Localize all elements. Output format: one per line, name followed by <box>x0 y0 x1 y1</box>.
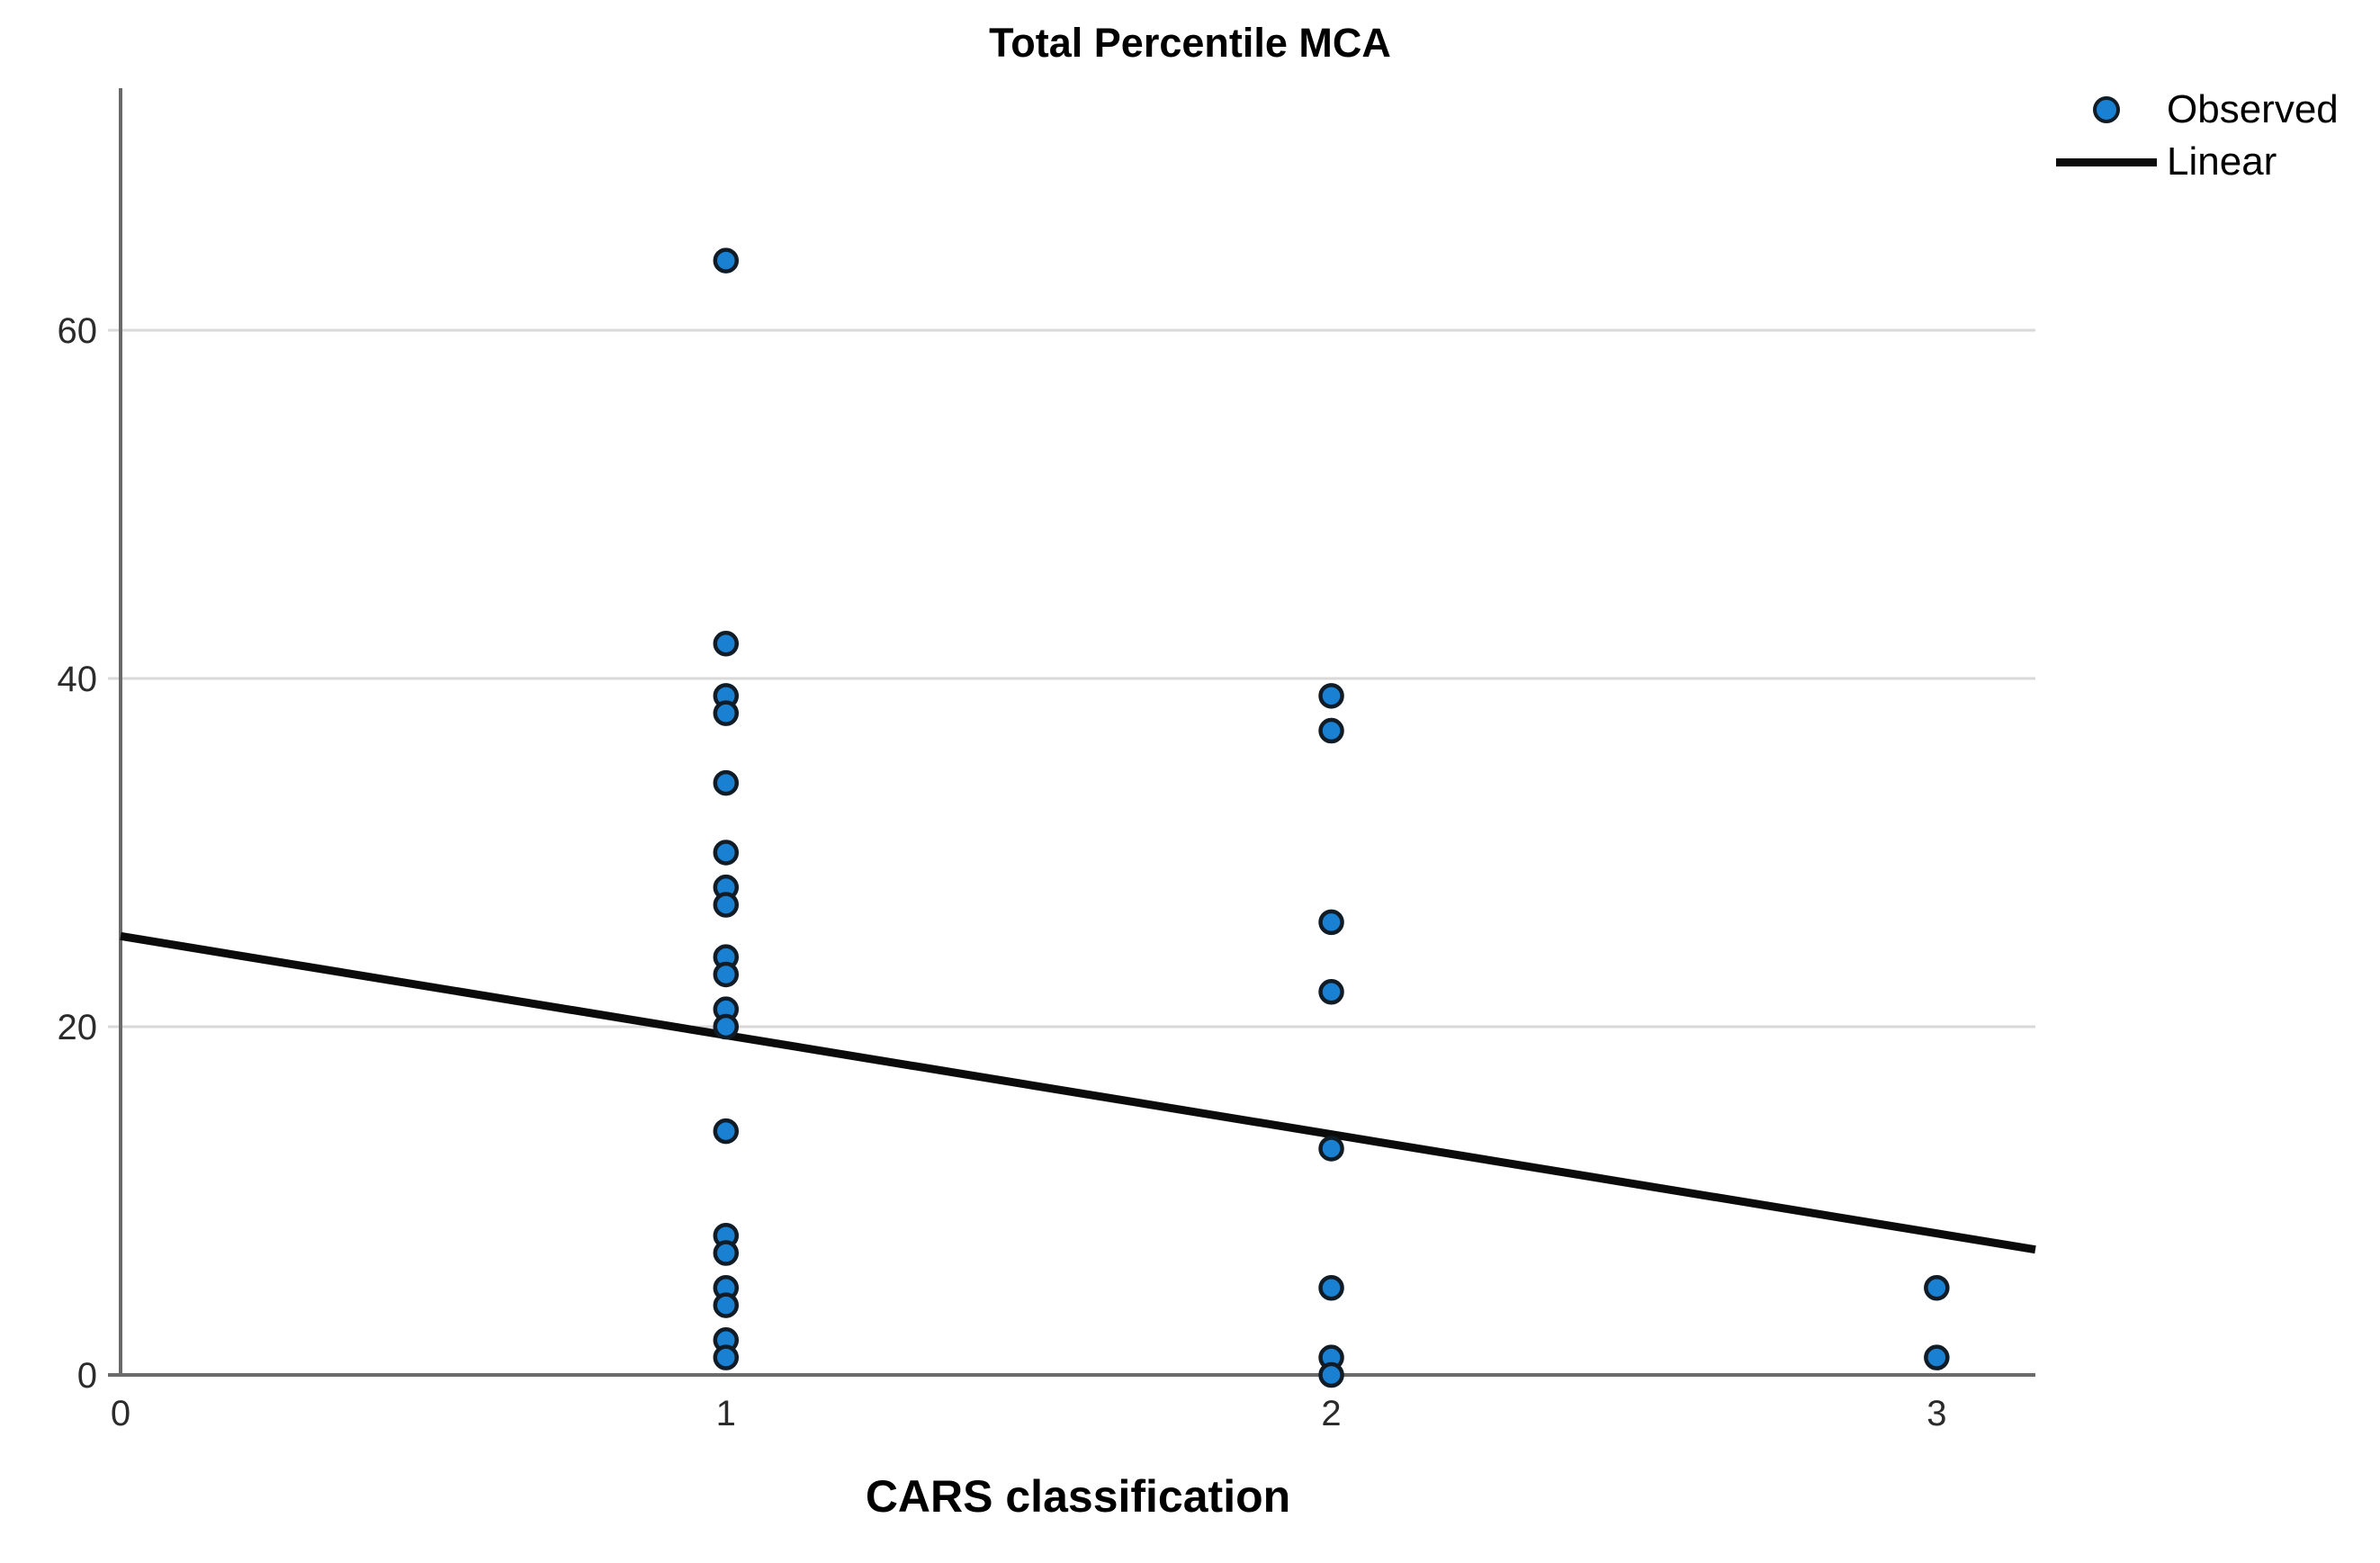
data-point <box>713 1118 740 1145</box>
linear-marker-icon <box>2056 157 2157 166</box>
data-point <box>1318 717 1344 744</box>
legend-label-linear: Linear <box>2167 139 2277 184</box>
data-point <box>1318 1361 1344 1388</box>
data-point <box>713 769 740 796</box>
y-tick-label: 60 <box>58 311 98 351</box>
legend-marker-cell <box>2053 157 2160 166</box>
data-point <box>713 840 740 866</box>
data-point <box>713 700 740 726</box>
data-point <box>713 1292 740 1318</box>
data-point <box>1924 1344 1950 1370</box>
x-tick-label: 2 <box>1321 1394 1341 1433</box>
data-point <box>713 1013 740 1040</box>
data-point <box>1318 979 1344 1005</box>
legend: Observed Linear <box>2053 86 2339 185</box>
x-tick-label: 1 <box>716 1394 736 1433</box>
data-point <box>1924 1274 1950 1301</box>
observed-marker-icon <box>2093 96 2120 123</box>
legend-item-linear: Linear <box>2053 139 2339 185</box>
y-tick-label: 0 <box>77 1356 97 1396</box>
data-point <box>713 247 740 274</box>
chart-title: Total Percentile MCA <box>989 20 1391 66</box>
legend-label-observed: Observed <box>2167 87 2339 131</box>
data-point <box>1318 1136 1344 1162</box>
y-tick-label: 20 <box>58 1008 98 1047</box>
data-point <box>1318 909 1344 936</box>
x-tick-label: 3 <box>1926 1394 1946 1433</box>
data-point <box>713 892 740 918</box>
legend-item-observed: Observed <box>2053 86 2339 133</box>
x-tick-label: 0 <box>111 1394 130 1433</box>
data-point <box>1318 1274 1344 1301</box>
data-point <box>713 961 740 988</box>
data-point <box>713 1240 740 1266</box>
legend-marker-cell <box>2053 96 2160 123</box>
y-tick-label: 40 <box>58 660 98 699</box>
data-point <box>1318 683 1344 709</box>
linear-fit-line <box>120 931 2036 1254</box>
data-point <box>713 631 740 657</box>
data-point <box>713 1344 740 1370</box>
x-axis-title: CARS classification <box>865 1471 1291 1522</box>
